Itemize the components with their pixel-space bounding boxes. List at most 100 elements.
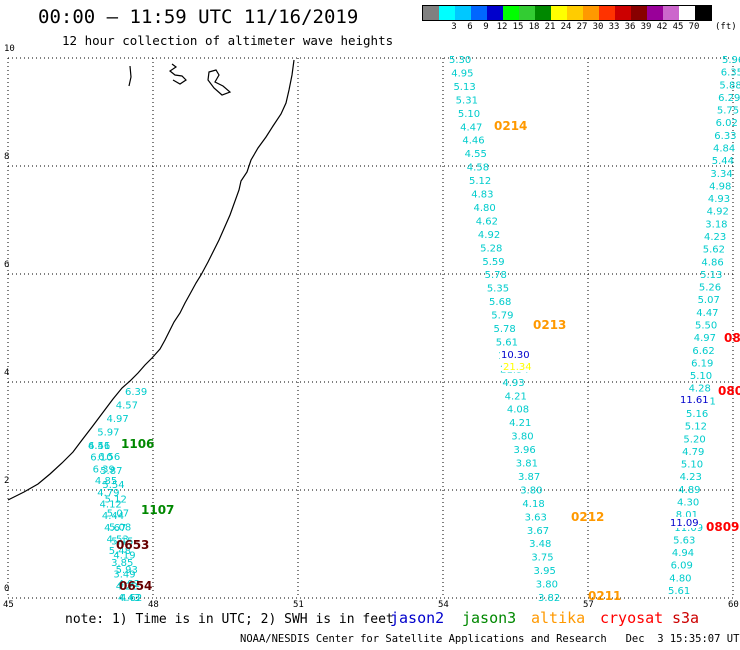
legend-swatch <box>487 6 503 20</box>
wave-height-value: 5.59 <box>482 257 504 268</box>
island-outline <box>168 63 187 85</box>
wave-height-value: 4.79 <box>97 488 119 499</box>
pass-labels: 0214 0213 0212 0211 1106 1107 0653 0654 08 080 080… <box>116 119 740 603</box>
legend-swatch <box>439 6 455 20</box>
wave-height-value: 4.80 <box>669 573 691 584</box>
color-scale-labels: 3 6 9 12 15 18 21 24 27 30 33 36 39 42 45 70 <box>422 22 722 36</box>
wave-height-value: 5.75 <box>717 106 739 117</box>
legend-swatch <box>615 6 631 20</box>
footer-credit: NOAA/NESDIS Center for Satellite Applica… <box>240 633 740 645</box>
wave-height-value: 3.48 <box>529 539 551 550</box>
wave-height-value: 4.62 <box>120 593 142 604</box>
legend-unit: (ft) <box>715 22 737 32</box>
wave-height-value: 5.28 <box>480 243 502 254</box>
wave-height-value: 4.18 <box>522 499 544 510</box>
wave-height-value: 4.47 <box>460 122 482 133</box>
x-tick-label: 48 <box>148 600 159 610</box>
wave-height-value: 5.13 <box>700 270 722 281</box>
wave-height-value: 4.21 <box>505 391 527 402</box>
legend-label: 33 <box>608 22 620 32</box>
wave-height-value: 4.67 <box>104 523 126 534</box>
value-backdrop <box>669 517 699 528</box>
legend-swatch <box>455 6 471 20</box>
wave-height-value: 5.48 <box>109 546 131 557</box>
wave-height-value: 5.08 <box>109 523 131 534</box>
wave-height-value: 3.95 <box>534 566 556 577</box>
island-outline <box>128 65 132 87</box>
wave-height-value: 4.92 <box>478 230 500 241</box>
mission-label-cryosat: cryosat <box>600 609 664 627</box>
legend-label: 70 <box>688 22 700 32</box>
value-backdrop <box>679 394 709 405</box>
legend-label: 12 <box>496 22 508 32</box>
legend-label: 39 <box>640 22 652 32</box>
wave-height-value: 6.09 <box>671 561 693 572</box>
pass-time-label: 08 <box>724 331 740 345</box>
wave-height-value: 3.34 <box>710 169 732 180</box>
y-tick-label: 2 <box>4 476 10 486</box>
wave-height-value: 5.10 <box>458 109 480 120</box>
legend-label: 42 <box>656 22 668 32</box>
y-tick-label: 4 <box>4 368 10 378</box>
wave-height-value: 4.23 <box>704 232 726 243</box>
island-outline <box>207 69 232 96</box>
wave-height-value: 4.93 <box>708 194 730 205</box>
wave-height-value: 4.23 <box>680 472 702 483</box>
wave-height-value: 4.08 <box>507 405 529 416</box>
legend-swatch <box>631 6 647 20</box>
wave-height-value: 4.86 <box>701 257 723 268</box>
wave-height-value: 5.88 <box>719 80 740 91</box>
wave-height-value: 5.07 <box>698 295 720 306</box>
wave-height-value: 5.10 <box>681 460 703 471</box>
x-tick-label: 51 <box>293 600 304 610</box>
wave-height-value: 4.95 <box>451 68 473 79</box>
value-backdrop <box>502 361 532 372</box>
wave-height-value: 5.16 <box>686 409 708 420</box>
wave-height-value: 4.79 <box>682 447 704 458</box>
legend-label: 24 <box>560 22 572 32</box>
wave-height-value: 4.12 <box>100 499 122 510</box>
legend-swatch <box>583 6 599 20</box>
wave-height-value: 6.19 <box>691 358 713 369</box>
wave-height-value: 6.39 <box>125 387 147 398</box>
legend-label: 15 <box>512 22 524 32</box>
wave-height-value: 3.80 <box>520 485 542 496</box>
legend-swatch <box>599 6 615 20</box>
page-title: 00:00 – 11:59 UTC 11/16/2019 <box>38 6 359 28</box>
color-scale-legend <box>422 5 712 21</box>
wave-height-value: 5.07 <box>107 508 129 519</box>
legend-swatch <box>663 6 679 20</box>
mission-label-jason3: jason3 <box>462 609 517 627</box>
wave-height-value: 4.43 <box>118 593 140 604</box>
wave-height-value: 5.12 <box>105 494 127 505</box>
pass-time-label: 0214 <box>494 119 527 133</box>
wave-height-value: 5.20 <box>683 434 705 445</box>
wave-height-value: 3.18 <box>705 219 727 230</box>
wave-height-value: 5.78 <box>485 270 507 281</box>
wave-height-value: 4.94 <box>672 548 694 559</box>
wave-height-value: 3.85 <box>111 558 133 569</box>
wave-height-value-highlight: 11.61 <box>680 395 709 406</box>
pass-time-label: 0213 <box>533 318 566 332</box>
wave-height-value: 4.44 <box>102 511 124 522</box>
wave-height-value-highlight: 11.09 <box>670 518 699 529</box>
wave-height-value: 4.55 <box>465 149 487 160</box>
pass-time-label: 0654 <box>119 579 152 593</box>
wave-height-value: 4.22 <box>116 581 138 592</box>
mission-label-altika: altika <box>531 609 586 627</box>
wave-height-value: 6.56 <box>98 452 120 463</box>
x-tick-label: 45 <box>3 600 14 610</box>
pass-time-label: 080 <box>718 384 740 398</box>
wave-height-value: 3.96 <box>514 445 536 456</box>
legend-label: 30 <box>592 22 604 32</box>
wave-height-value: 4.97 <box>107 414 129 425</box>
page-subtitle: 12 hour collection of altimeter wave hei… <box>62 33 394 48</box>
wave-height-value: 5.96 <box>722 55 740 66</box>
wave-height-value: 6.10 <box>90 453 112 464</box>
wave-height-value: 3.63 <box>525 512 547 523</box>
wave-height-value: 4.92 <box>707 207 729 218</box>
wave-height-value: 6.46 <box>88 441 110 452</box>
wave-height-value: 5.10 <box>690 371 712 382</box>
